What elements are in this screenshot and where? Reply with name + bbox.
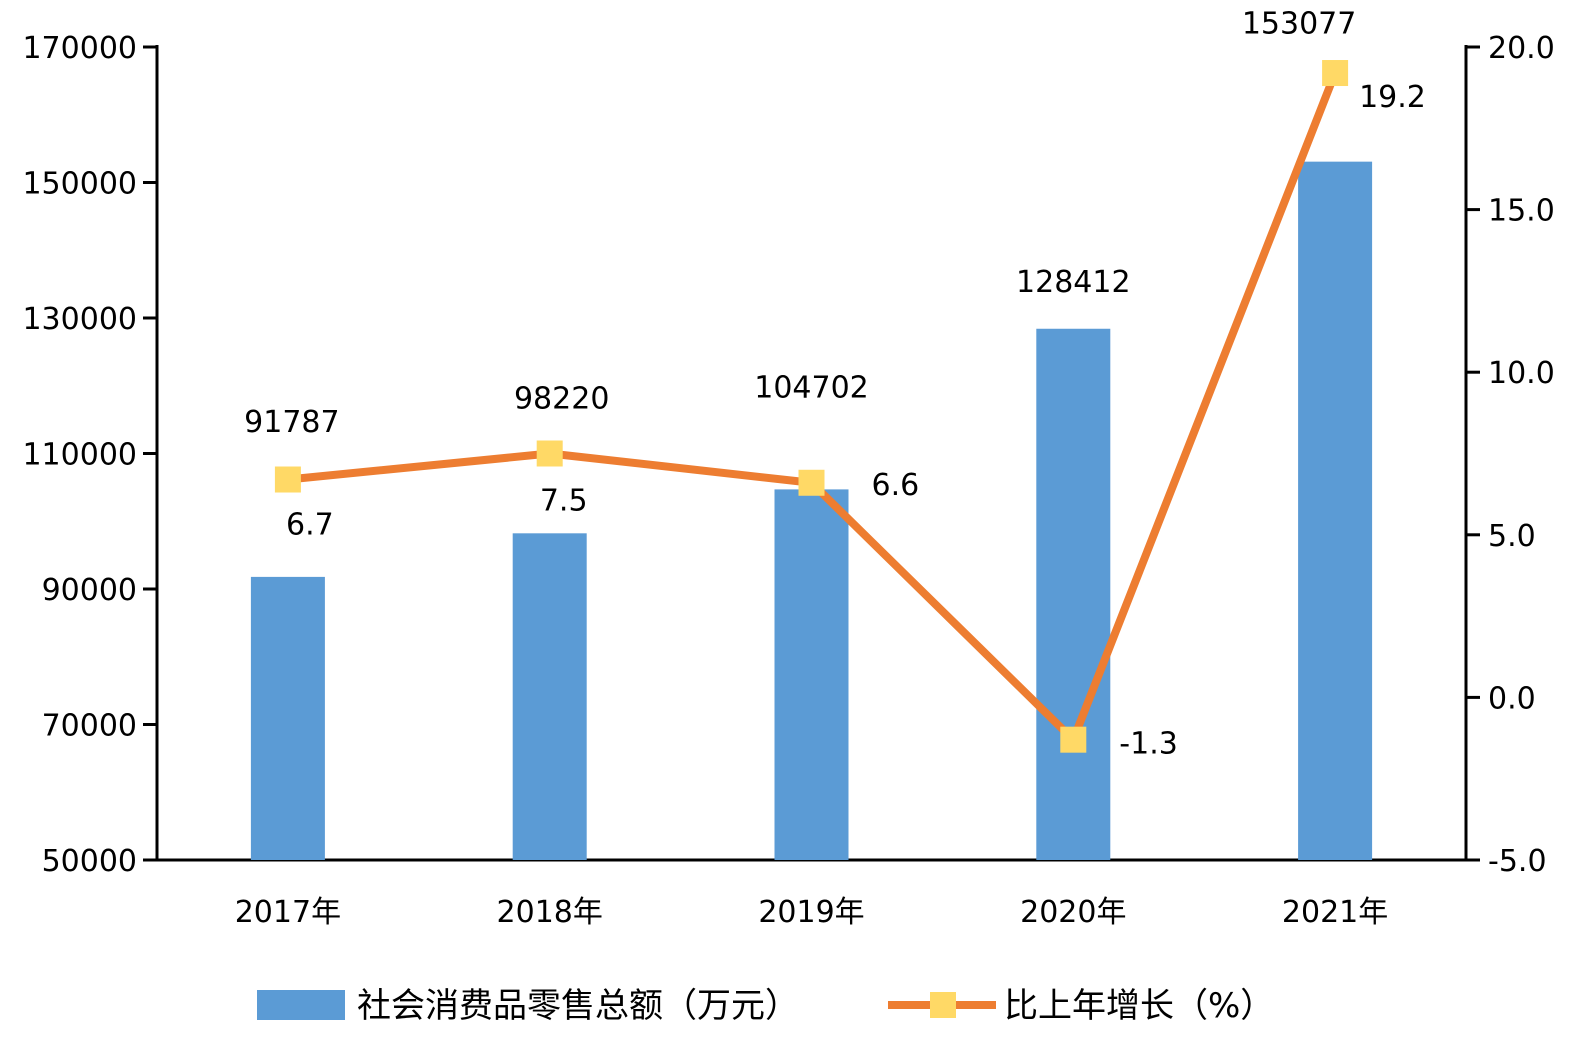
- legend-label-bar: 社会消费品零售总额（万元）: [357, 986, 799, 1026]
- y-left-tick-label: 90000: [42, 573, 137, 608]
- bars-layer: [250, 161, 1373, 861]
- y-right-tick-label: 20.0: [1488, 31, 1555, 66]
- y-left-tick-label: 70000: [42, 709, 137, 744]
- y-left-tick-label: 50000: [42, 844, 137, 879]
- bar-data-label: 91787: [244, 405, 339, 440]
- y-right-tick-label: -5.0: [1488, 844, 1547, 879]
- bar-data-label: 153077: [1242, 7, 1357, 42]
- bar-data-label: 104702: [754, 370, 869, 405]
- line-data-label: 7.5: [540, 484, 588, 519]
- labels-layer: 91787 98220 104702 128412 153077 6.7 7.5 6.6 -1.…: [244, 7, 1426, 762]
- y-right-tick-label: 15.0: [1488, 194, 1555, 229]
- y-right-tick-label: 0.0: [1488, 681, 1536, 716]
- y-right-tick-label: 10.0: [1488, 356, 1555, 391]
- x-tick-label: 2020年: [1020, 895, 1126, 930]
- line-data-label: 6.7: [286, 508, 334, 543]
- line-data-label: 6.6: [872, 468, 920, 503]
- y-left-tick-label: 170000: [22, 31, 137, 66]
- line-point-marker: [1322, 60, 1349, 87]
- legend: 社会消费品零售总额（万元） 比上年增长（%）: [257, 986, 1274, 1026]
- x-tick-label: 2018年: [497, 895, 603, 930]
- x-tick-label: 2017年: [235, 895, 341, 930]
- line-point-marker: [798, 469, 825, 496]
- line-point-marker: [536, 440, 563, 467]
- legend-swatch-marker: [930, 992, 956, 1018]
- x-tick-label: 2019年: [758, 895, 864, 930]
- line-data-label: 19.2: [1359, 80, 1426, 115]
- x-tick-label: 2021年: [1282, 895, 1388, 930]
- line-point-marker: [274, 466, 301, 493]
- bar: [250, 576, 325, 860]
- bar: [512, 533, 587, 860]
- bar-data-label: 128412: [1016, 265, 1131, 300]
- line-layer: [274, 60, 1349, 753]
- line-point-marker: [1060, 726, 1087, 753]
- bar-data-label: 98220: [514, 381, 609, 416]
- axes-layer: 50000 70000 90000 110000 130000 150000 170000 -…: [22, 31, 1554, 930]
- y-left-tick-label: 150000: [22, 167, 137, 202]
- bar: [1298, 161, 1373, 860]
- y-right-tick-label: 5.0: [1488, 519, 1536, 554]
- legend-swatch-bar: [257, 990, 345, 1020]
- bar: [774, 489, 849, 860]
- legend-label-line: 比上年增长（%）: [1004, 986, 1274, 1026]
- y-left-tick-label: 110000: [22, 438, 137, 473]
- line-data-label: -1.3: [1119, 727, 1178, 762]
- bar: [1036, 328, 1111, 861]
- y-left-tick-label: 130000: [22, 302, 137, 337]
